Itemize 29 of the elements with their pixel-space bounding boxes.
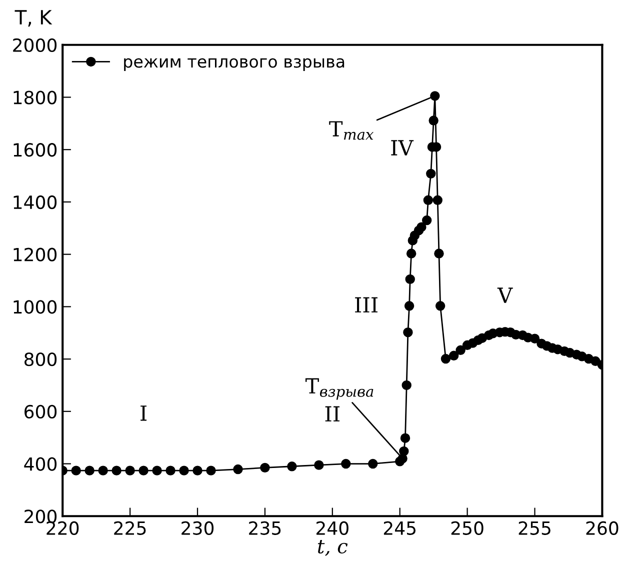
x-axis-title: t, c [318,540,348,556]
x-tick-label: 240 [316,521,348,535]
annotation: T$_{взрыва}$ [305,378,374,400]
annotation: III [355,297,378,312]
annotation: II [325,406,340,422]
x-tick-label: 260 [586,521,618,535]
y-axis-title: T, K [14,10,52,27]
y-tick-label: 200 [24,510,57,524]
y-tick-label: 2000 [13,38,57,52]
x-tick-label: 255 [518,521,550,535]
y-tick-label: 1000 [14,300,57,314]
y-tick-label: 1800 [14,90,57,104]
annotation: I [140,406,147,421]
x-tick-label: 225 [114,521,146,535]
x-tick-label: 245 [384,521,416,535]
y-tick-label: 1200 [14,248,57,262]
y-tick-label: 1400 [14,195,57,210]
legend-label: режим теплового взрыва [124,58,344,72]
y-tick-label: 800 [24,352,57,366]
y-tick-label: 1600 [14,143,57,157]
annotation: V [497,288,513,303]
x-tick-label: 250 [451,521,484,535]
x-tick-label: 230 [182,521,214,535]
x-tick-label: 235 [249,521,281,535]
annotation: IV [391,140,414,156]
y-tick-label: 600 [24,404,57,419]
annotation: T$_{max}$ [329,121,374,140]
x-tick-label: 220 [46,521,79,535]
y-tick-label: 400 [24,457,57,471]
